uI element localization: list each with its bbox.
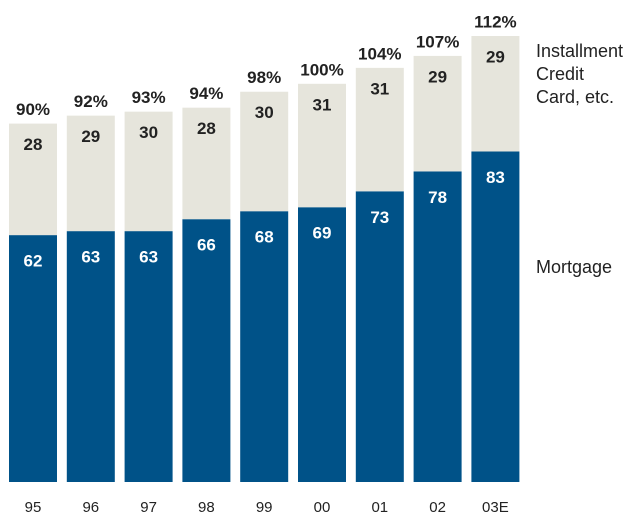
value-label: 28	[24, 135, 43, 154]
value-label: 29	[81, 127, 100, 146]
value-label: 31	[370, 79, 389, 98]
x-tick-label: 01	[371, 499, 388, 516]
value-label: 83	[486, 168, 505, 187]
total-label: 94%	[189, 84, 223, 103]
bar-segment	[9, 123, 57, 236]
value-label: 30	[255, 103, 274, 122]
x-tick-label: 03E	[482, 499, 509, 516]
x-tick-label: 95	[25, 499, 42, 516]
value-label: 73	[370, 208, 389, 227]
total-label: 93%	[132, 88, 166, 107]
x-tick-label: 97	[140, 499, 157, 516]
bar-segment	[9, 235, 57, 482]
value-label: 28	[197, 119, 216, 138]
value-label: 29	[486, 47, 505, 66]
legend-entry: Mortgage	[536, 257, 613, 277]
value-label: 69	[313, 224, 332, 243]
value-label: 78	[428, 188, 447, 207]
bar-segment	[413, 171, 462, 482]
total-label: 107%	[416, 32, 459, 51]
bar-segment	[240, 211, 289, 482]
value-label: 63	[139, 248, 158, 267]
bar-segment	[471, 36, 520, 152]
x-tick-label: 00	[314, 499, 331, 516]
legend-entry: Installment Credit Card, etc.	[536, 41, 624, 107]
x-tick-label: 02	[429, 499, 446, 516]
total-label: 98%	[247, 68, 281, 87]
value-label: 31	[313, 95, 332, 114]
x-tick-label: 98	[198, 499, 215, 516]
x-tick-label: 99	[256, 499, 273, 516]
x-tick-label: 96	[82, 499, 99, 516]
total-label: 104%	[358, 44, 401, 63]
bar-segment	[298, 207, 346, 482]
bar-segment	[66, 231, 115, 482]
value-label: 29	[428, 67, 447, 86]
bar-segment	[413, 55, 462, 172]
total-label: 112%	[474, 12, 517, 31]
bar-segment	[182, 219, 231, 482]
value-label: 62	[24, 252, 43, 271]
bar-segment	[355, 67, 404, 192]
bar-segment	[124, 231, 173, 482]
total-label: 100%	[300, 60, 343, 79]
bar-segment	[182, 107, 231, 220]
bar-segment	[240, 91, 289, 212]
bar-segment	[124, 111, 173, 232]
bar-segment	[298, 83, 346, 208]
value-label: 68	[255, 228, 274, 247]
bar-segment	[471, 151, 520, 482]
total-label: 92%	[74, 92, 108, 111]
value-label: 30	[139, 123, 158, 142]
bar-segment	[355, 191, 404, 482]
bar-segment	[66, 115, 115, 232]
value-label: 66	[197, 236, 216, 255]
total-label: 90%	[16, 100, 50, 119]
value-label: 63	[81, 248, 100, 267]
